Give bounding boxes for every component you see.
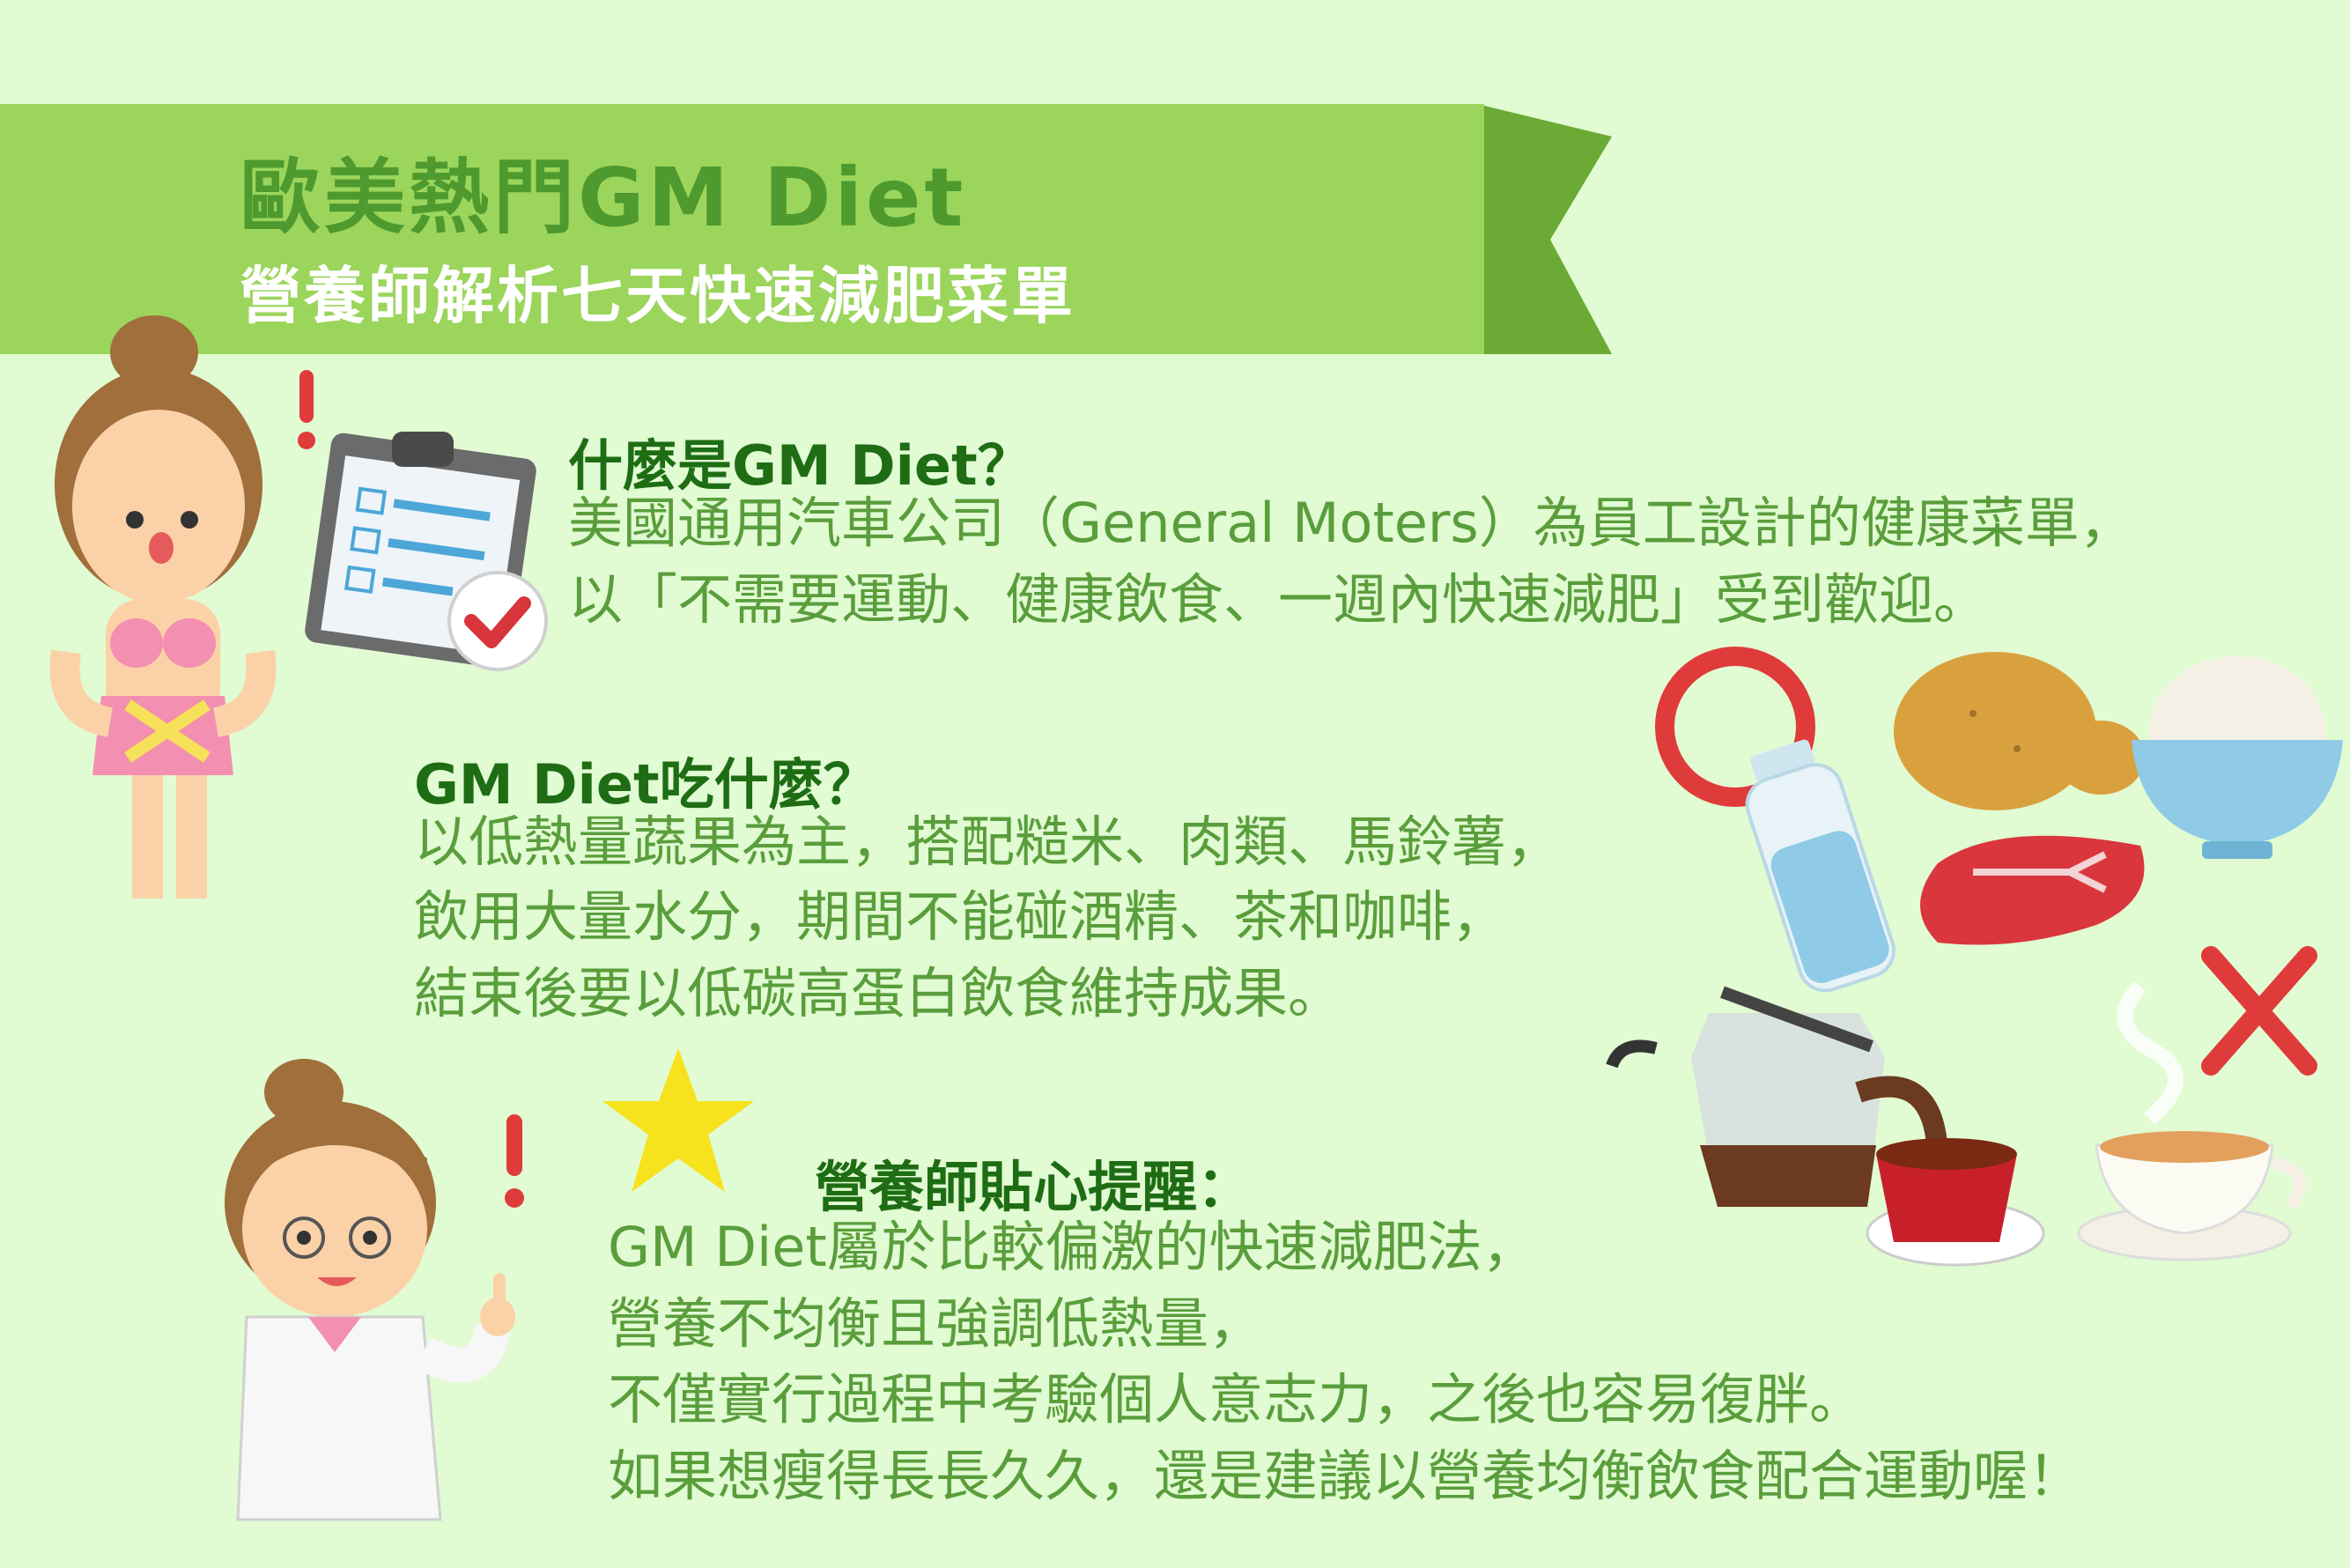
what-to-eat-line-1: 以低熱量蔬果為主，搭配糙米、肉類、馬鈴薯， bbox=[414, 810, 1562, 874]
what-to-eat-line-3: 結束後要以低碳高蛋白飲食維持成果。 bbox=[414, 961, 1343, 1025]
tea-cup-icon bbox=[2077, 980, 2307, 1261]
tip-line-2: 營養不均衡且強調低熱量， bbox=[608, 1291, 1264, 1356]
potato-icon bbox=[1894, 652, 2145, 810]
tip-line-4: 如果想瘦得長長久久，還是建議以營養均衡飲食配合運動喔！ bbox=[608, 1444, 2083, 1508]
clipboard-check-icon bbox=[305, 432, 548, 671]
what-to-eat-line-2: 飲用大量水分，期間不能碰酒精、茶和咖啡， bbox=[414, 884, 1507, 949]
tip-heading: 營養師貼心提醒： bbox=[815, 1155, 1253, 1219]
water-bottle-icon bbox=[1745, 739, 1896, 993]
what-to-eat-heading: GM Diet吃什麼？ bbox=[414, 752, 878, 817]
circle-allowed-icon bbox=[1655, 647, 1815, 807]
coffee-pot-icon bbox=[1606, 986, 1885, 1207]
coffee-cup-icon bbox=[1855, 1076, 2045, 1267]
star-icon bbox=[602, 1048, 754, 1192]
what-is-line-2: 以「不需要運動、健康飲食、一週內快速減肥」受到歡迎。 bbox=[568, 567, 1989, 632]
what-is-heading: 什麼是GM Diet？ bbox=[568, 433, 1032, 498]
steak-icon bbox=[1920, 835, 2145, 945]
woman-bikini-icon bbox=[49, 315, 315, 899]
tip-line-3: 不僅實行過程中考驗個人意志力，之後也容易復胖。 bbox=[608, 1367, 1865, 1431]
cross-forbidden-icon bbox=[2201, 946, 2317, 1076]
page-subtitle: 營養師解析七天快速減肥菜單 bbox=[240, 260, 1075, 332]
allowed-foods-group bbox=[1655, 647, 2343, 993]
nutritionist-icon bbox=[225, 1059, 524, 1521]
what-is-line-1: 美國通用汽車公司（General Moters）為員工設計的健康菜單， bbox=[568, 491, 2134, 555]
forbidden-drinks-group bbox=[1606, 946, 2317, 1267]
rice-bowl-icon bbox=[2132, 656, 2343, 859]
page-title: 歐美熱門GM Diet bbox=[240, 151, 967, 245]
tip-line-1: GM Diet屬於比較偏激的快速減肥法， bbox=[608, 1215, 1537, 1279]
